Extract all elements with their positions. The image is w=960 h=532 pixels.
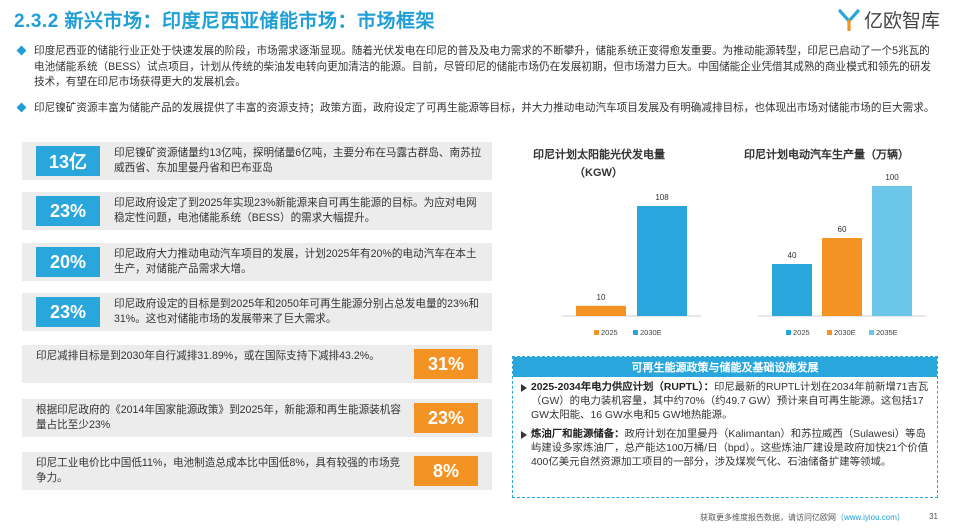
intro-bullet-2: 印尼镍矿资源丰富为储能产品的发展提供了丰富的资源支持；政策方面，政府设定了可再生… <box>16 101 938 117</box>
stat-number: 23% <box>36 196 100 226</box>
stat-number: 8% <box>414 456 478 486</box>
stat-card-renewable-2025: 23% 印尼政府设定了到2025年实现23%新能源来自可再生能源的目标。为应对电… <box>22 192 492 230</box>
chart-1-bar-2030E <box>637 206 687 316</box>
logo-text: 亿欧智库 <box>864 11 941 32</box>
chart-2-legend-label-2030E: 2030E <box>834 328 856 337</box>
stat-description: 印尼减排目标是到2030年自行减排31.89%，或在国际支持下减排43.2%。 <box>36 350 380 362</box>
stat-description: 印尼政府设定了到2025年实现23%新能源来自可再生能源的目标。为应对电网稳定性… <box>114 197 477 224</box>
stat-description: 印尼工业电价比中国低11%，电池制造总成本比中国低8%，具有较强的市场竞争力。 <box>36 457 401 484</box>
stat-description: 印尼镍矿资源储量约13亿吨，探明储量6亿吨，主要分布在马露古群岛、南苏拉威西省、… <box>114 147 482 174</box>
policy-box: 可再生能源政策与储能及基础设施发展 2025-2034年电力供应计划（RUPTL… <box>512 356 938 498</box>
stat-card-renewable-share: 23% 印尼政府设定的目标是到2025年和2050年可再生能源分别占总发电量的2… <box>22 293 492 331</box>
intro-bullet-1: 印度尼西亚的储能行业正处于快速发展的阶段，市场需求逐渐显现。随着光伏发电在印尼的… <box>16 44 938 91</box>
stat-description: 印尼政府设定的目标是到2025年和2050年可再生能源分别占总发电量的23%和3… <box>114 298 479 325</box>
chart-1-title: 印尼计划太阳能光伏发电量 <box>533 149 665 161</box>
policy-item-title: 炼油厂和能源储备： <box>531 428 625 440</box>
chart-2-bar-2035E <box>872 186 912 316</box>
chart-1-data-label-2030E: 108 <box>655 193 669 202</box>
chart-2-legend-swatch-2035E <box>869 330 874 335</box>
policy-item-text: 政府计划在加里曼丹（Kalimantan）和苏拉威西（Sulawesi）等岛屿建… <box>531 428 929 469</box>
stat-number: 23% <box>36 297 100 327</box>
footer-link[interactable]: （www.iyiou.com） <box>836 513 905 522</box>
chart-1-data-label-2025: 10 <box>597 293 606 302</box>
chart-2-legend-swatch-2025 <box>786 330 791 335</box>
chart-2-data-label-2030E: 60 <box>838 225 847 234</box>
policy-item-text: 印尼最新的RUPTL计划在2034年前新增71吉瓦（GW）的电力装机容量，其中约… <box>531 382 929 422</box>
policy-item-refinery: 炼油厂和能源储备：政府计划在加里曼丹（Kalimantan）和苏拉威西（Sula… <box>521 428 929 471</box>
chart-1-bar-2025 <box>576 305 626 316</box>
footer: 获取更多维度报告数据，请访问亿欧网（www.iyiou.com） <box>700 512 905 523</box>
chart-2-data-label-2025: 40 <box>788 251 797 260</box>
triangle-bullet-icon <box>521 384 527 392</box>
stat-number: 23% <box>414 403 478 433</box>
intro-text-2: 印尼镍矿资源丰富为储能产品的发展提供了丰富的资源支持；政策方面，政府设定了可再生… <box>34 102 935 114</box>
diamond-bullet-icon <box>16 45 27 56</box>
stat-number: 13亿 <box>36 146 100 176</box>
chart-1-legend-label-2030E: 2030E <box>640 328 662 337</box>
stat-number: 31% <box>414 349 478 379</box>
triangle-bullet-icon <box>521 430 527 439</box>
chart-2-legend-label-2035E: 2035E <box>876 328 898 337</box>
policy-heading: 可再生能源政策与储能及基础设施发展 <box>513 357 937 377</box>
chart-2-legend-label-2025: 2025 <box>793 328 810 337</box>
page-title: 2.3.2 新兴市场：印度尼西亚储能市场：市场框架 <box>14 11 436 32</box>
stat-description: 印尼政府大力推动电动汽车项目的发展，计划2025年有20%的电动汽车在本土生产，… <box>114 248 477 275</box>
stat-card-energy-policy: 根据印尼政府的《2014年国家能源政策》到2025年，新能源和再生能源装机容量占… <box>22 399 492 437</box>
chart-2-data-label-2035E: 100 <box>885 173 899 182</box>
intro-text-1: 印度尼西亚的储能行业正处于快速发展的阶段，市场需求逐渐显现。随着光伏发电在印尼的… <box>34 45 931 88</box>
stat-number: 20% <box>36 247 100 277</box>
policy-item-ruptl: 2025-2034年电力供应计划（RUPTL）：印尼最新的RUPTL计划在203… <box>521 381 929 424</box>
logo: 亿欧智库 <box>838 6 940 33</box>
chart-2-bar-2025 <box>772 264 812 316</box>
chart-1-legend-label-2025: 2025 <box>601 328 618 337</box>
footer-text: 获取更多维度报告数据，请访问亿欧网 <box>700 513 836 522</box>
stat-card-cost-advantage: 印尼工业电价比中国低11%，电池制造总成本比中国低8%，具有较强的市场竞争力。 … <box>22 452 492 490</box>
policy-item-title: 2025-2034年电力供应计划（RUPTL）： <box>531 382 715 393</box>
logo-mark-icon <box>838 8 860 31</box>
stat-card-nickel: 13亿 印尼镍矿资源储量约13亿吨，探明储量6亿吨，主要分布在马露古群岛、南苏拉… <box>22 142 492 180</box>
page-number: 31 <box>929 512 938 521</box>
chart-2-title: 印尼计划电动汽车生产量（万辆） <box>744 149 909 161</box>
stat-description: 根据印尼政府的《2014年国家能源政策》到2025年，新能源和再生能源装机容量占… <box>36 404 401 431</box>
chart-2-legend-swatch-2030E <box>827 330 832 335</box>
stat-card-ev-production: 20% 印尼政府大力推动电动汽车项目的发展，计划2025年有20%的电动汽车在本… <box>22 243 492 281</box>
chart-2-bar-2030E <box>822 238 862 316</box>
stat-card-emission-target: 印尼减排目标是到2030年自行减排31.89%，或在国际支持下减排43.2%。 … <box>22 345 492 383</box>
chart-1-legend-swatch-2025 <box>594 330 599 335</box>
diamond-bullet-icon <box>16 102 27 113</box>
chart-1-legend-swatch-2030E <box>633 330 638 335</box>
chart-1-subtitle: （KGW） <box>574 167 623 179</box>
